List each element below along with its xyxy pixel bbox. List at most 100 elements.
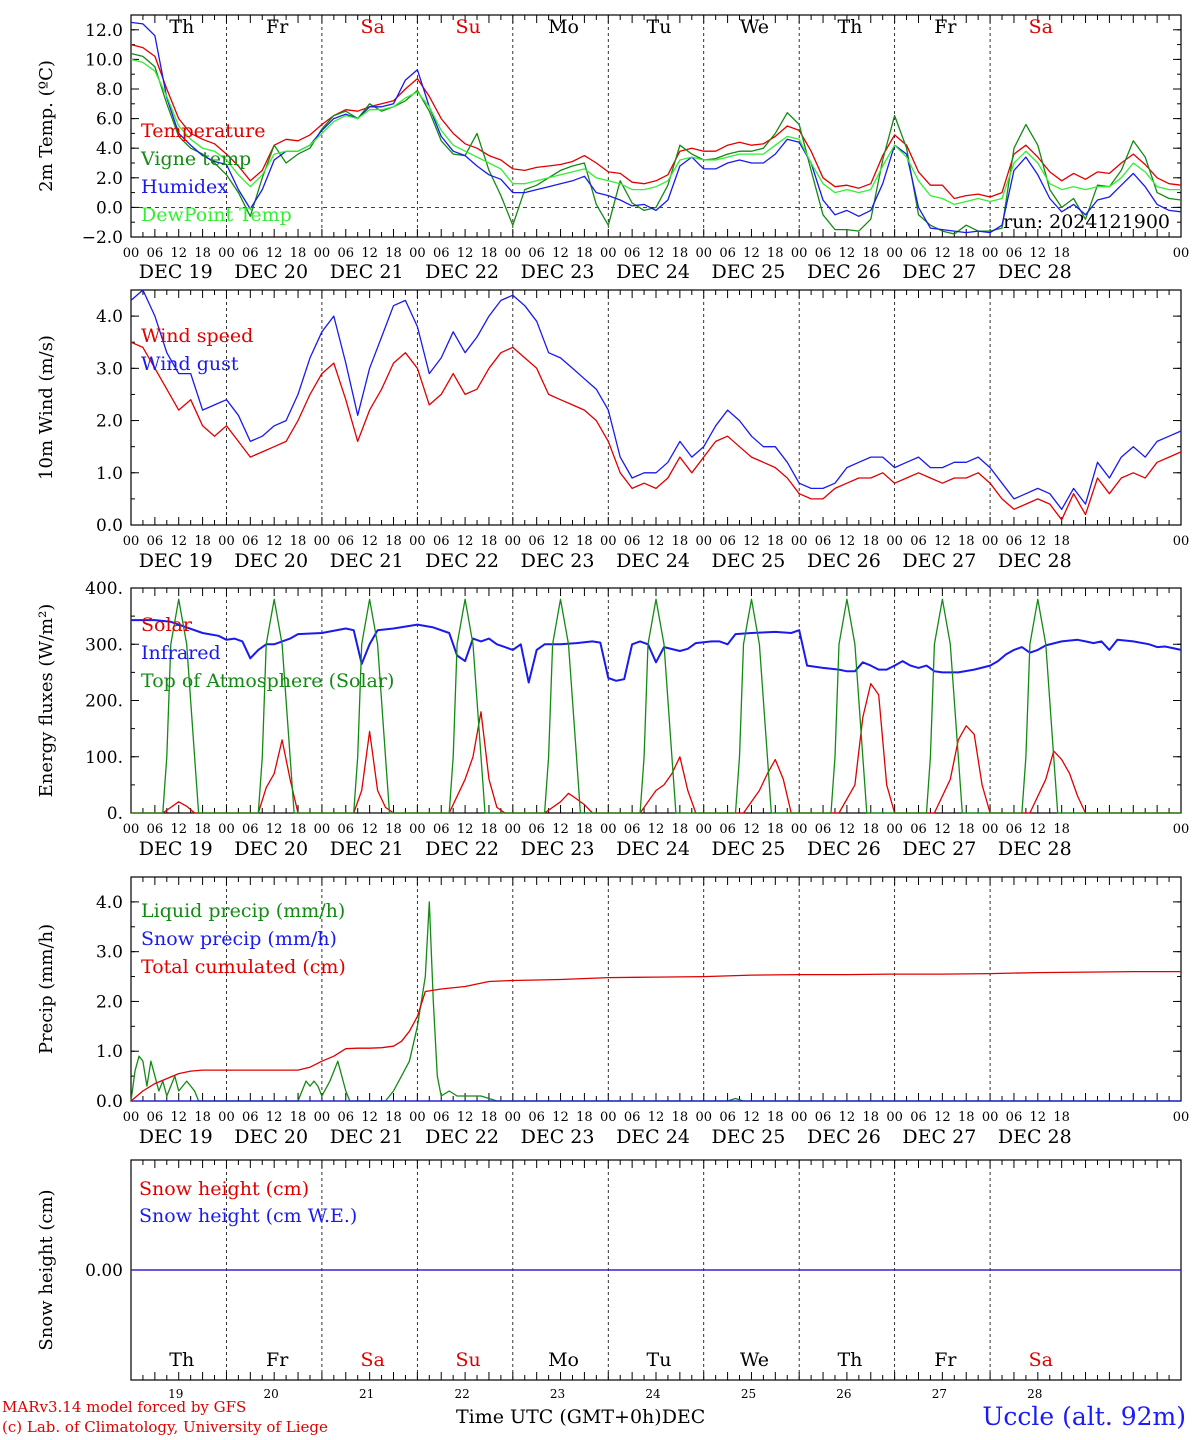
hour-label: 06: [528, 246, 545, 261]
date-label: DEC 28: [998, 1126, 1072, 1148]
hour-label: 18: [1053, 246, 1070, 261]
hour-label: 00: [314, 822, 331, 837]
hour-label: 18: [290, 1110, 307, 1125]
date-label: DEC 19: [139, 1126, 213, 1148]
hour-label: 00: [1173, 534, 1190, 549]
hour-label: 12: [934, 534, 951, 549]
hour-label: 18: [1053, 534, 1070, 549]
series-line: [130, 341, 1182, 521]
hour-label: 18: [672, 534, 689, 549]
y-axis-label: 2m Temp. (ºC): [36, 60, 57, 192]
y-tick-label: 4.0: [96, 307, 123, 327]
weekday-label: Tu: [647, 1349, 672, 1371]
weekday-label: Mo: [548, 1349, 579, 1371]
hour-label: 18: [194, 246, 211, 261]
hour-label: 18: [481, 1110, 498, 1125]
y-tick-label: −2.0: [82, 228, 123, 248]
station-name: Uccle (alt. 92m): [982, 1402, 1186, 1431]
day-number: 22: [454, 1387, 469, 1401]
hour-label: 06: [242, 246, 259, 261]
x-axis-month: DEC: [661, 1406, 706, 1428]
panel-frame: [130, 587, 1182, 814]
weekday-label: Tu: [647, 16, 672, 38]
hour-label: 06: [147, 1110, 164, 1125]
hour-label: 18: [290, 246, 307, 261]
x-axis-label: Time UTC (GMT+0h): [456, 1406, 662, 1428]
y-tick-label: 0.0: [96, 1092, 123, 1112]
hour-label: 06: [1006, 534, 1023, 549]
day-number: 24: [645, 1387, 661, 1401]
date-label: DEC 19: [139, 261, 213, 283]
weekday-label: We: [740, 16, 769, 38]
hour-label: 12: [934, 1110, 951, 1125]
date-label: DEC 26: [807, 1126, 881, 1148]
hour-label: 18: [672, 822, 689, 837]
hour-label: 12: [839, 534, 856, 549]
weekday-label: Fr: [934, 1349, 957, 1371]
hour-label: 00: [600, 534, 617, 549]
hour-label: 12: [839, 246, 856, 261]
hour-label: 12: [457, 1110, 474, 1125]
hour-label: 18: [767, 822, 784, 837]
date-label: DEC 25: [712, 550, 786, 572]
hour-label: 00: [886, 534, 903, 549]
legend-entry: Humidex: [141, 176, 228, 198]
hour-label: 18: [958, 534, 975, 549]
hour-label: 00: [505, 534, 522, 549]
y-tick-label: 10.0: [85, 50, 123, 70]
hour-label: 06: [719, 822, 736, 837]
date-label: DEC 20: [234, 838, 308, 860]
day-number: 23: [550, 1387, 565, 1401]
y-tick-label: 0.0: [96, 516, 123, 536]
hour-label: 00: [886, 822, 903, 837]
weekday-label: Fr: [934, 16, 957, 38]
hour-label: 12: [552, 822, 569, 837]
y-axis-label: Energy fluxes (W/m²): [36, 604, 57, 798]
hour-label: 12: [552, 534, 569, 549]
hour-label: 00: [1173, 1110, 1190, 1125]
hour-label: 00: [982, 1110, 999, 1125]
y-tick-label: 0.: [107, 804, 123, 824]
hour-label: 12: [1030, 1110, 1047, 1125]
hour-label: 00: [791, 822, 808, 837]
series-line: [130, 901, 1181, 1102]
hour-label: 18: [862, 246, 879, 261]
hour-label: 00: [695, 1110, 712, 1125]
date-label: DEC 26: [807, 550, 881, 572]
hour-label: 18: [385, 822, 402, 837]
date-label: DEC 23: [521, 261, 595, 283]
hour-label: 06: [910, 822, 927, 837]
legend-entry: Wind gust: [141, 353, 239, 375]
hour-label: 12: [743, 534, 760, 549]
hour-label: 18: [385, 246, 402, 261]
y-tick-label: 8.0: [96, 80, 123, 100]
hour-label: 06: [433, 246, 450, 261]
date-label: DEC 20: [234, 550, 308, 572]
date-label: DEC 26: [807, 838, 881, 860]
hour-label: 12: [457, 822, 474, 837]
y-tick-label: 300.: [85, 635, 123, 655]
hour-label: 12: [266, 822, 283, 837]
hour-label: 06: [910, 246, 927, 261]
date-label: DEC 24: [616, 550, 690, 572]
y-axis-label: 10m Wind (m/s): [36, 335, 57, 480]
date-label: DEC 22: [425, 261, 499, 283]
day-number: 20: [264, 1387, 279, 1401]
hour-label: 00: [600, 822, 617, 837]
hour-label: 00: [409, 534, 426, 549]
hour-label: 12: [361, 822, 378, 837]
hour-label: 18: [1053, 822, 1070, 837]
hour-label: 00: [123, 1110, 140, 1125]
day-number: 28: [1027, 1387, 1042, 1401]
date-label: DEC 23: [521, 838, 595, 860]
date-label: DEC 22: [425, 550, 499, 572]
weekday-label: Su: [455, 16, 480, 38]
series-line: [130, 970, 1181, 1102]
legend-entry: Snow precip (mm/h): [141, 928, 337, 950]
hour-label: 06: [719, 1110, 736, 1125]
hour-label: 18: [1053, 1110, 1070, 1125]
hour-label: 00: [409, 246, 426, 261]
weekday-label: Fr: [266, 1349, 289, 1371]
date-label: DEC 21: [330, 1126, 404, 1148]
hour-label: 06: [528, 1110, 545, 1125]
